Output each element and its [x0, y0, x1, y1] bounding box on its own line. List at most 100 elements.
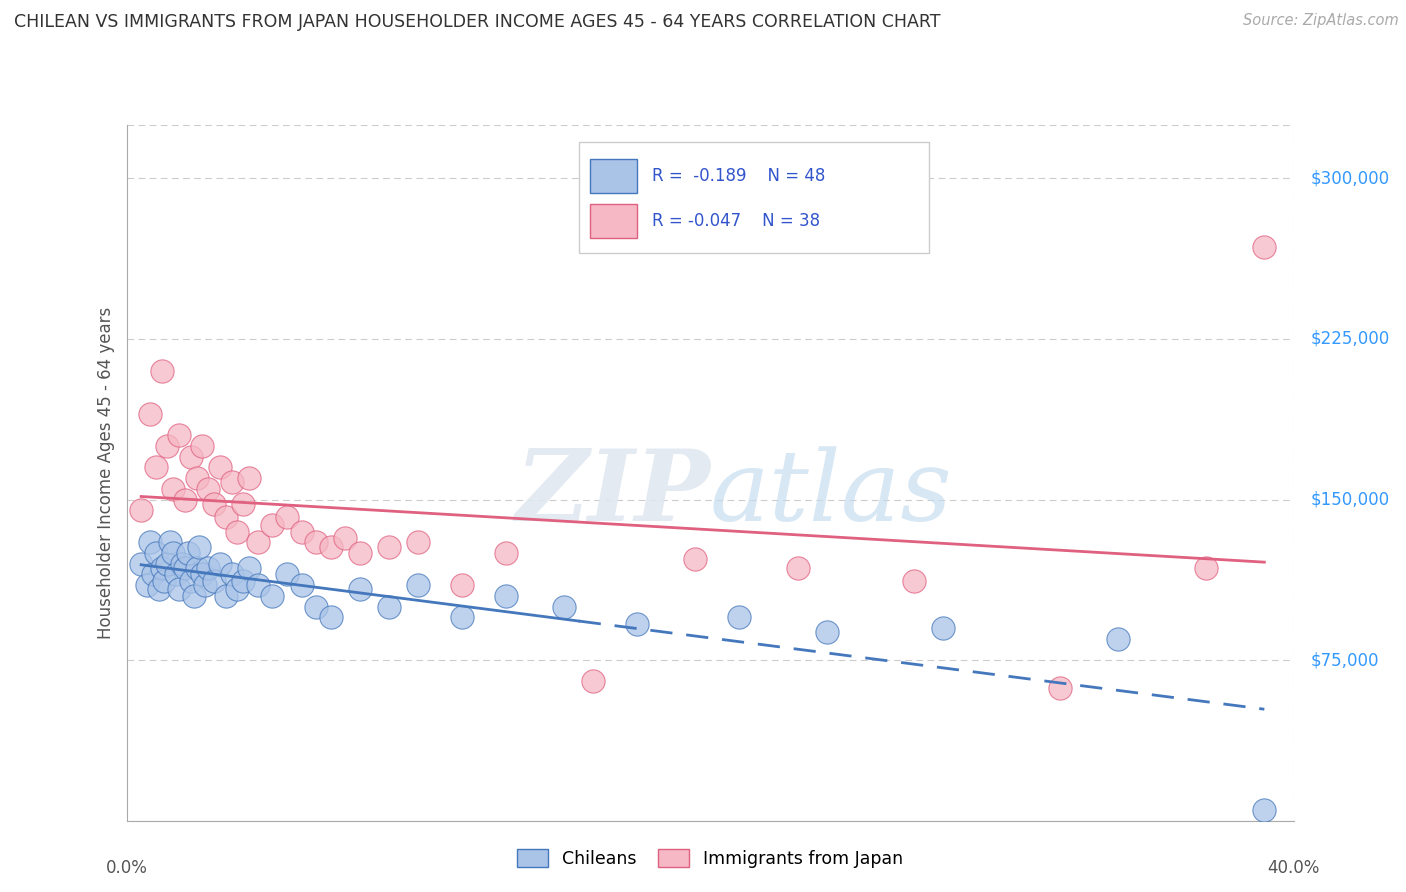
Point: [150, 364, 173, 378]
Text: CHILEAN VS IMMIGRANTS FROM JAPAN HOUSEHOLDER INCOME AGES 45 - 64 YEARS CORRELATI: CHILEAN VS IMMIGRANTS FROM JAPAN HOUSEHO…: [14, 13, 941, 31]
Point: [276, 509, 298, 524]
Point: [139, 535, 162, 549]
Point: [728, 610, 751, 624]
Point: [378, 599, 401, 614]
Point: [159, 535, 181, 549]
Point: [183, 589, 205, 603]
Point: [215, 509, 238, 524]
Point: [262, 589, 284, 603]
Point: [145, 460, 167, 475]
Point: [451, 610, 474, 624]
Point: [495, 589, 517, 603]
Point: [221, 567, 243, 582]
Point: [145, 546, 167, 560]
Point: [162, 546, 184, 560]
Text: $300,000: $300,000: [1310, 169, 1391, 187]
Point: [232, 497, 254, 511]
Point: [232, 574, 254, 588]
Point: [626, 616, 648, 631]
Text: R =  -0.189    N = 48: R = -0.189 N = 48: [651, 168, 825, 186]
Point: [221, 475, 243, 490]
Point: [238, 471, 260, 485]
Point: [167, 582, 190, 597]
Point: [815, 625, 838, 640]
Point: [191, 567, 214, 582]
Point: [319, 610, 342, 624]
Point: [246, 535, 269, 549]
Point: [194, 578, 217, 592]
Point: [1195, 561, 1218, 575]
Point: [186, 561, 208, 575]
Point: [167, 428, 190, 442]
Point: [246, 578, 269, 592]
Text: $150,000: $150,000: [1310, 491, 1391, 508]
Point: [150, 561, 173, 575]
Point: [1253, 803, 1275, 817]
Point: [153, 574, 176, 588]
Legend: Chileans, Immigrants from Japan: Chileans, Immigrants from Japan: [510, 842, 910, 874]
Point: [408, 578, 430, 592]
Point: [202, 574, 225, 588]
Point: [139, 407, 162, 421]
Y-axis label: Householder Income Ages 45 - 64 years: Householder Income Ages 45 - 64 years: [97, 307, 115, 639]
Text: 40.0%: 40.0%: [1267, 859, 1320, 877]
Point: [1253, 240, 1275, 254]
Point: [208, 460, 231, 475]
Text: $75,000: $75,000: [1310, 651, 1379, 669]
Point: [180, 574, 202, 588]
Text: R = -0.047    N = 38: R = -0.047 N = 38: [651, 212, 820, 230]
Point: [197, 482, 219, 496]
Point: [191, 439, 214, 453]
Point: [129, 503, 152, 517]
Point: [226, 524, 249, 539]
Point: [156, 557, 179, 571]
Point: [202, 497, 225, 511]
Point: [186, 471, 208, 485]
Point: [188, 540, 211, 554]
Text: atlas: atlas: [710, 446, 953, 541]
Point: [408, 535, 430, 549]
Point: [238, 561, 260, 575]
Point: [136, 578, 159, 592]
Point: [319, 540, 342, 554]
Point: [165, 567, 187, 582]
Point: [174, 492, 197, 507]
Point: [349, 546, 371, 560]
Point: [903, 574, 925, 588]
Point: [170, 557, 193, 571]
Point: [162, 482, 184, 496]
Point: [197, 561, 219, 575]
Point: [451, 578, 474, 592]
Point: [786, 561, 808, 575]
Point: [290, 578, 312, 592]
Point: [1049, 681, 1071, 695]
FancyBboxPatch shape: [579, 142, 929, 253]
Point: [932, 621, 955, 635]
Point: [177, 546, 200, 560]
Point: [290, 524, 312, 539]
Text: $225,000: $225,000: [1310, 330, 1391, 348]
Point: [1108, 632, 1130, 646]
Text: 0.0%: 0.0%: [105, 859, 148, 877]
Point: [582, 674, 605, 689]
FancyBboxPatch shape: [591, 204, 637, 238]
Text: ZIP: ZIP: [515, 445, 710, 541]
Point: [174, 561, 197, 575]
Point: [378, 540, 401, 554]
Point: [305, 599, 328, 614]
Point: [208, 557, 231, 571]
Point: [553, 599, 575, 614]
Point: [685, 552, 707, 566]
Point: [495, 546, 517, 560]
Point: [276, 567, 298, 582]
Point: [335, 531, 357, 545]
Point: [262, 518, 284, 533]
Point: [180, 450, 202, 464]
Point: [148, 582, 170, 597]
Point: [129, 557, 152, 571]
Point: [142, 567, 165, 582]
Point: [349, 582, 371, 597]
Point: [156, 439, 179, 453]
Point: [215, 589, 238, 603]
FancyBboxPatch shape: [591, 159, 637, 194]
